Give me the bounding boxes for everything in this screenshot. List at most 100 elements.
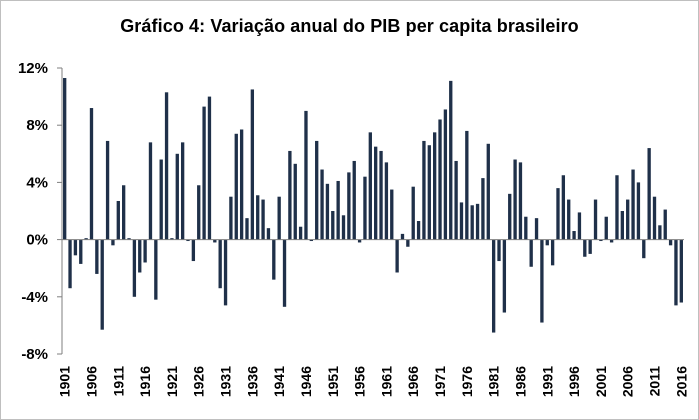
bar — [100, 239, 104, 330]
bar — [459, 202, 464, 240]
bar — [84, 238, 88, 240]
y-tick-label: -8% — [21, 346, 48, 363]
bar — [277, 196, 281, 240]
bar — [374, 146, 378, 240]
bar — [315, 140, 319, 240]
bar — [491, 239, 496, 333]
bar — [116, 200, 120, 240]
bar — [567, 199, 571, 240]
bar — [68, 239, 72, 289]
x-tick-label: 2011 — [647, 366, 663, 397]
x-tick-label: 1986 — [512, 366, 528, 397]
y-tick-label: 4% — [26, 174, 48, 191]
bar — [422, 140, 426, 240]
bar — [636, 182, 641, 240]
bar — [261, 199, 265, 240]
bar — [561, 175, 566, 240]
bar — [502, 239, 507, 313]
bar — [143, 239, 147, 263]
bar — [304, 110, 308, 240]
x-tick-label: 1926 — [191, 366, 207, 397]
x-tick-label: 2016 — [673, 366, 689, 397]
x-tick-label: 1996 — [566, 366, 582, 397]
bar — [357, 239, 362, 243]
y-tick-label: 0% — [26, 232, 48, 249]
bar — [111, 239, 115, 246]
bar — [593, 199, 598, 240]
bar — [534, 218, 539, 240]
x-tick-label: 1936 — [244, 366, 260, 397]
bar — [631, 169, 635, 240]
bar — [159, 159, 163, 240]
bar — [73, 239, 78, 256]
bar — [647, 148, 651, 240]
x-tick-label: 1916 — [137, 366, 153, 397]
bar — [588, 239, 592, 254]
bar — [679, 239, 683, 303]
bar — [202, 106, 206, 240]
bar — [390, 189, 394, 240]
bar — [309, 239, 313, 242]
bar — [170, 238, 174, 240]
bar — [127, 238, 131, 240]
bar — [379, 150, 383, 240]
bar — [95, 239, 99, 274]
bar — [615, 175, 619, 240]
x-tick-label: 1931 — [218, 366, 234, 397]
bar — [577, 212, 582, 240]
bar — [207, 96, 212, 240]
bar — [497, 239, 501, 262]
bar — [154, 239, 158, 300]
x-tick-label: 1946 — [298, 366, 314, 397]
x-tick-label: 1971 — [432, 366, 448, 397]
bar — [449, 80, 453, 240]
bar — [470, 205, 474, 240]
x-tick-label: 1956 — [352, 366, 368, 397]
x-tick-label: 1961 — [378, 366, 394, 397]
bar — [652, 196, 657, 240]
bar — [363, 176, 367, 240]
bar — [529, 239, 533, 267]
bar — [433, 132, 437, 240]
bar — [325, 183, 330, 240]
x-tick-label: 2006 — [620, 366, 636, 397]
x-tick-label: 1991 — [539, 366, 555, 397]
x-tick-label: 1911 — [110, 366, 126, 397]
bar — [465, 130, 469, 240]
x-tick-label: 1966 — [405, 366, 421, 397]
bar — [320, 169, 324, 240]
bar — [282, 239, 287, 307]
bar — [524, 216, 528, 240]
bar — [105, 140, 110, 240]
bar — [245, 218, 249, 240]
bar — [218, 239, 222, 289]
x-tick-label: 1941 — [271, 366, 287, 397]
x-tick-label: 2001 — [593, 366, 609, 397]
bar — [583, 239, 587, 257]
bar — [609, 239, 614, 243]
x-tick-label: 1921 — [164, 366, 180, 397]
bar — [475, 203, 480, 240]
bar — [513, 159, 517, 240]
bar — [642, 239, 646, 259]
chart-title: Gráfico 4: Variação anual do PIB per cap… — [120, 16, 579, 36]
x-tick-label: 1901 — [57, 366, 73, 397]
bar — [331, 211, 335, 240]
bar — [540, 239, 544, 323]
bar — [604, 216, 608, 240]
bar — [438, 119, 442, 240]
bar — [234, 133, 238, 240]
y-tick-label: 8% — [26, 117, 48, 134]
bar — [298, 226, 303, 240]
bar — [395, 239, 399, 273]
bar — [132, 239, 137, 297]
bar — [626, 199, 630, 240]
bar — [164, 92, 169, 240]
x-tick-label: 1951 — [325, 366, 341, 397]
bar — [223, 239, 228, 306]
bar — [599, 239, 603, 242]
bar — [266, 228, 271, 240]
bar — [256, 195, 260, 240]
bar — [186, 239, 190, 242]
bar — [272, 239, 276, 280]
